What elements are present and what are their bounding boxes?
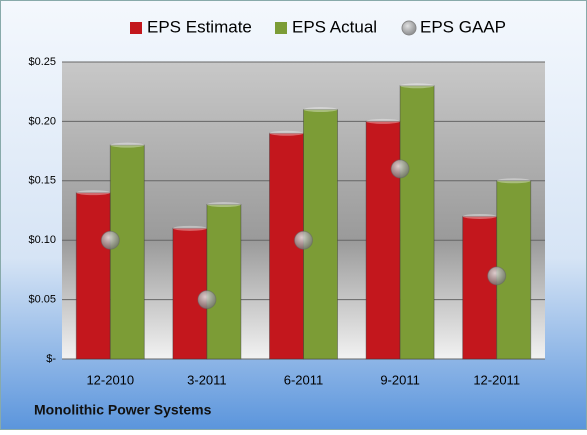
marker — [197, 290, 217, 310]
bar — [365, 120, 401, 360]
bar-top — [303, 107, 338, 113]
y-tick-label: $0.20 — [28, 115, 56, 127]
bar-top — [110, 142, 145, 148]
x-tick-label: 12-2011 — [473, 372, 520, 387]
legend-marker — [130, 22, 142, 34]
y-tick-label: $0.05 — [28, 294, 56, 306]
bar-top — [400, 83, 435, 89]
legend-label: EPS GAAP — [420, 17, 506, 36]
footer: Monolithic Power Systems — [34, 402, 212, 418]
x-tick-label: 12-2010 — [86, 372, 134, 387]
marker — [294, 230, 313, 250]
marker — [100, 230, 120, 250]
legend-label: EPS Actual — [292, 17, 377, 36]
bar-top — [496, 178, 531, 184]
bar-top — [366, 118, 401, 124]
y-tick-label: $0.10 — [28, 234, 56, 246]
marker — [390, 159, 410, 179]
y-tick-label: $- — [46, 353, 56, 365]
x-tick-label: 6-2011 — [284, 372, 324, 387]
legend-marker — [275, 22, 287, 34]
bar — [462, 215, 498, 360]
y-tick-label: $0.25 — [28, 56, 56, 68]
bar — [399, 85, 435, 360]
bar — [206, 204, 242, 360]
x-tick-label: 3-2011 — [187, 372, 227, 387]
x-tick-label: 9-2011 — [380, 372, 420, 387]
legend-marker — [401, 20, 417, 36]
bar-top — [76, 190, 111, 196]
legend-label: EPS Estimate — [147, 17, 252, 36]
bar-top — [462, 213, 497, 219]
bar — [109, 144, 145, 360]
bar-top — [206, 202, 241, 208]
bar-top — [269, 130, 304, 136]
bar-top — [172, 225, 207, 231]
marker — [487, 266, 507, 286]
y-tick-label: $0.15 — [28, 175, 56, 187]
bar — [75, 192, 111, 360]
